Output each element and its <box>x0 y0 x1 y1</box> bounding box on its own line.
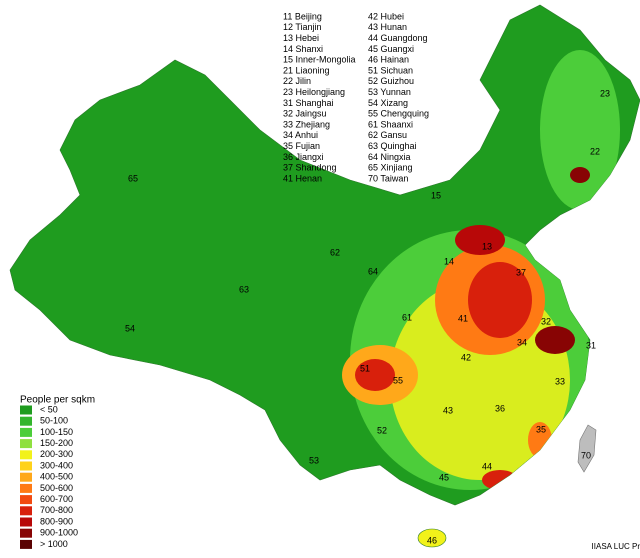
province-entry: 11 Beijing <box>283 11 322 21</box>
legend-label: 300-400 <box>40 460 73 470</box>
legend-swatch <box>20 427 32 437</box>
legend-label: 800-900 <box>40 516 73 526</box>
legend-swatch <box>20 495 32 505</box>
province-code: 41 <box>458 313 468 323</box>
legend-swatch <box>20 483 32 493</box>
province-entry: 12 Tianjin <box>283 22 322 32</box>
province-entry: 51 Sichuan <box>368 65 413 75</box>
province-entry: 22 Jilin <box>283 76 311 86</box>
province-code: 13 <box>482 241 492 251</box>
hainan <box>417 528 447 548</box>
province-code: 55 <box>393 375 403 385</box>
province-entry: 54 Xizang <box>368 98 408 108</box>
province-entry: 13 Hebei <box>283 33 319 43</box>
legend-label: 100-150 <box>40 427 73 437</box>
province-entry: 46 Hainan <box>368 55 409 65</box>
legend: People per sqkm< 50 50-100100-150150-2002… <box>20 395 95 549</box>
province-code: 53 <box>309 455 319 465</box>
province-entry: 53 Yunnan <box>368 87 411 97</box>
province-entry: 21 Liaoning <box>283 65 330 75</box>
taiwan <box>577 424 597 473</box>
province-entry: 65 Xinjiang <box>368 163 413 173</box>
province-entry: 36 Jiangxi <box>283 152 324 162</box>
province-code: 65 <box>128 173 138 183</box>
province-code: 45 <box>439 472 449 482</box>
legend-title: People per sqkm <box>20 395 95 406</box>
legend-swatch <box>20 405 32 415</box>
province-code: 70 <box>581 450 591 460</box>
province-code: 23 <box>600 88 610 98</box>
province-entry: 55 Chengquing <box>368 109 429 119</box>
province-entry: 31 Shanghai <box>283 98 334 108</box>
china-mainland <box>9 4 640 548</box>
province-code: 22 <box>590 146 600 156</box>
province-entry: 52 Guizhou <box>368 76 414 86</box>
legend-swatch <box>20 539 32 549</box>
province-entry: 70 Taiwan <box>368 173 408 183</box>
province-code: 15 <box>431 190 441 200</box>
province-entry: 42 Hubei <box>368 11 404 21</box>
province-code: 35 <box>536 424 546 434</box>
province-code: 42 <box>461 352 471 362</box>
legend-swatch <box>20 450 32 460</box>
province-code: 63 <box>239 284 249 294</box>
density-shading <box>342 50 620 490</box>
province-code: 14 <box>444 256 454 266</box>
province-entry: 23 Heilongjiang <box>283 87 345 97</box>
province-entry: 15 Inner-Mongolia <box>283 55 356 65</box>
province-code: 52 <box>377 425 387 435</box>
province-entry: 62 Gansu <box>368 130 407 140</box>
map-labels: 65 63 54 62 64 15 23 22 13 14 37 61 41 32 34 31 51 55 42 33… <box>125 88 610 545</box>
province-entry: 45 Guangxi <box>368 44 414 54</box>
province-entry: 35 Fujian <box>283 141 320 151</box>
legend-swatch <box>20 461 32 471</box>
legend-label: > 1000 <box>40 539 68 549</box>
legend-swatch <box>20 439 32 449</box>
legend-label: 200-300 <box>40 449 73 459</box>
province-code: 64 <box>368 266 378 276</box>
province-entry: 14 Shanxi <box>283 44 323 54</box>
province-entry: 32 Jaingsu <box>283 109 327 119</box>
province-entry: 33 Zhejiang <box>283 119 330 129</box>
legend-swatch <box>20 506 32 516</box>
legend-label: 150-200 <box>40 438 73 448</box>
province-code: 62 <box>330 247 340 257</box>
province-entry: 41 Henan <box>283 173 322 183</box>
province-code: 46 <box>427 535 437 545</box>
province-code: 51 <box>360 363 370 373</box>
legend-swatch <box>20 528 32 538</box>
province-code: 44 <box>482 461 492 471</box>
province-entry: 61 Shaanxi <box>368 119 413 129</box>
province-entry: 64 Ningxia <box>368 152 411 162</box>
legend-swatch <box>20 472 32 482</box>
legend-label: 50-100 <box>40 416 68 426</box>
legend-swatch <box>20 416 32 426</box>
province-code: 33 <box>555 376 565 386</box>
province-code: 31 <box>586 340 596 350</box>
province-code: 54 <box>125 323 135 333</box>
province-code: 61 <box>402 312 412 322</box>
legend-label: 700-800 <box>40 505 73 515</box>
legend-label: 600-700 <box>40 494 73 504</box>
province-entry: 44 Guangdong <box>368 33 428 43</box>
legend-label: 400-500 <box>40 472 73 482</box>
province-code: 43 <box>443 405 453 415</box>
province-entry: 43 Hunan <box>368 22 407 32</box>
province-code: 32 <box>541 316 551 326</box>
legend-label: < 50 <box>40 404 58 414</box>
legend-swatch <box>20 517 32 527</box>
legend-label: 900-1000 <box>40 528 78 538</box>
province-entry: 34 Anhui <box>283 130 318 140</box>
credit: IIASA LUC Pr <box>592 542 640 551</box>
province-entry: 37 Shandong <box>283 163 337 173</box>
legend-label: 500-600 <box>40 483 73 493</box>
province-entry: 63 Quinghai <box>368 141 417 151</box>
province-code: 34 <box>517 337 527 347</box>
province-code: 37 <box>516 267 526 277</box>
province-code: 36 <box>495 403 505 413</box>
